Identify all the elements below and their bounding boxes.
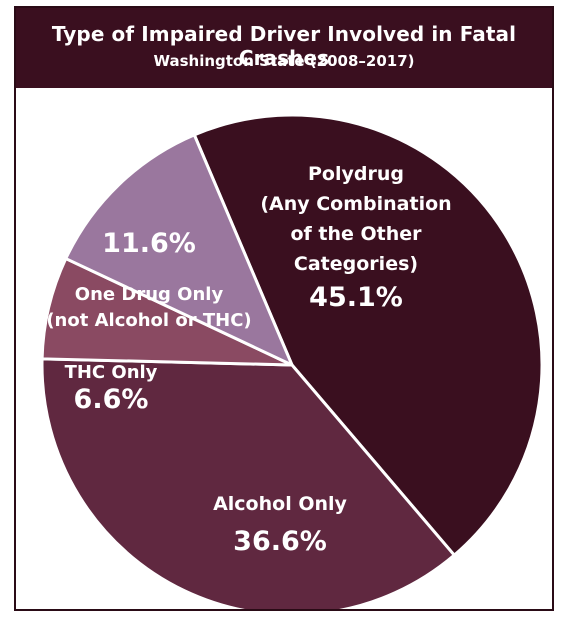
slice-percent-one-drug-only: 11.6%	[102, 228, 196, 259]
chart-frame: Type of Impaired Driver Involved in Fata…	[14, 6, 554, 611]
pie-slice-polydrug	[192, 113, 544, 558]
chart-title: Type of Impaired Driver Involved in Fata…	[51, 22, 517, 70]
slice-label-line: (not Alcohol or THC)	[46, 310, 251, 331]
slice-label-line: Polydrug	[308, 163, 404, 185]
slice-percent-thc-only: 6.6%	[74, 384, 149, 415]
pie-slice-one-drug-only	[63, 132, 295, 369]
slice-label-line: (Any Combination	[260, 193, 451, 215]
chart-header: Type of Impaired Driver Involved in Fata…	[16, 8, 552, 88]
slice-label-line: Alcohol Only	[213, 493, 347, 515]
slice-percent-alcohol-only: 36.6%	[233, 526, 327, 557]
slice-label-line: One Drug Only	[75, 284, 224, 305]
pie-slice-alcohol-only	[40, 357, 457, 609]
slice-label-line: THC Only	[65, 362, 158, 383]
slice-label-polydrug: Polydrug (Any Combination of the Other Cate…	[260, 163, 451, 313]
slice-label-alcohol-only: Alcohol Only 36.6%	[213, 493, 347, 557]
pie-chart: Polydrug (Any Combination of the Other Cate…	[40, 113, 544, 609]
chart-subtitle: Washington State (2008–2017)	[153, 52, 415, 70]
slice-label-line: of the Other	[290, 223, 422, 245]
slice-label-line: Categories)	[294, 253, 418, 275]
slice-percent-polydrug: 45.1%	[309, 282, 403, 313]
slice-label-one-drug-only: 11.6% One Drug Only (not Alcohol or THC)	[46, 228, 251, 331]
